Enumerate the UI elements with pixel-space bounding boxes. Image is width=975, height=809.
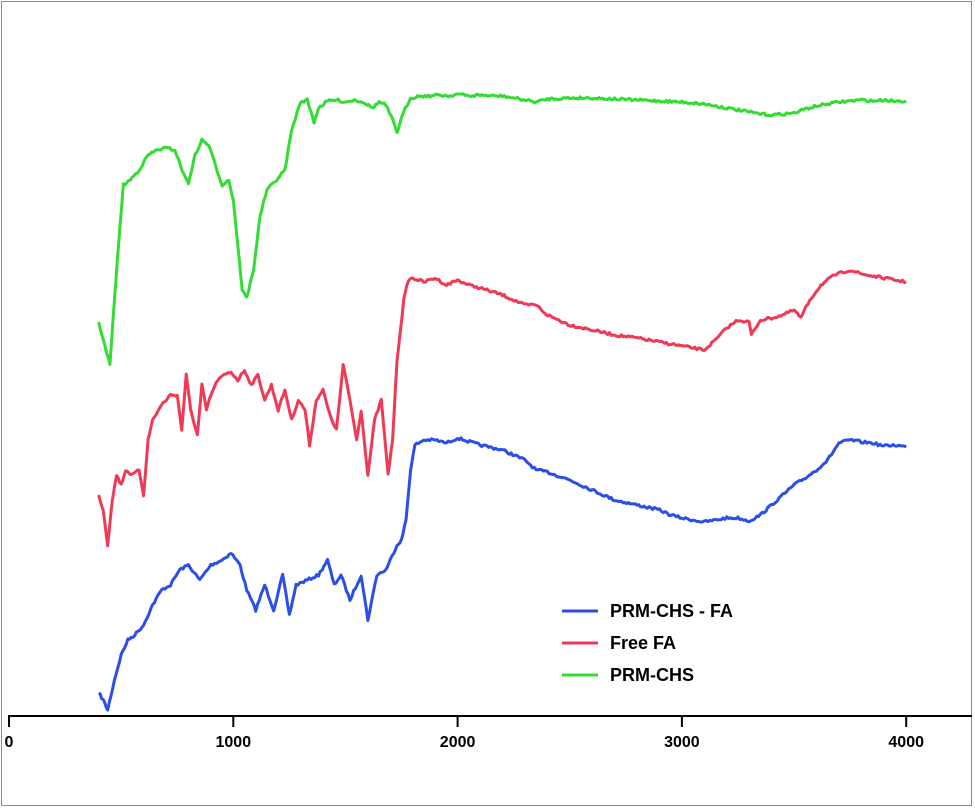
legend-label-free-fa: Free FA [610, 633, 676, 653]
x-axis-ticks: 0 1000 2000 3000 4000 [5, 716, 924, 751]
x-tick-label-4000: 4000 [888, 734, 924, 751]
x-tick-label-2000: 2000 [440, 734, 476, 751]
x-tick-label-3000: 3000 [664, 734, 700, 751]
series-layer [97, 92, 907, 712]
series-line-free-fa [97, 269, 907, 548]
legend-label-prm-chs-fa: PRM-CHS - FA [610, 601, 733, 621]
series-line-prm-chs-fa [97, 436, 907, 712]
x-tick-label-0: 0 [5, 734, 14, 751]
series-line-prm-chs [97, 92, 907, 366]
legend: PRM-CHS - FA Free FA PRM-CHS [562, 601, 733, 685]
legend-label-prm-chs: PRM-CHS [610, 665, 694, 685]
x-tick-label-1000: 1000 [216, 734, 252, 751]
